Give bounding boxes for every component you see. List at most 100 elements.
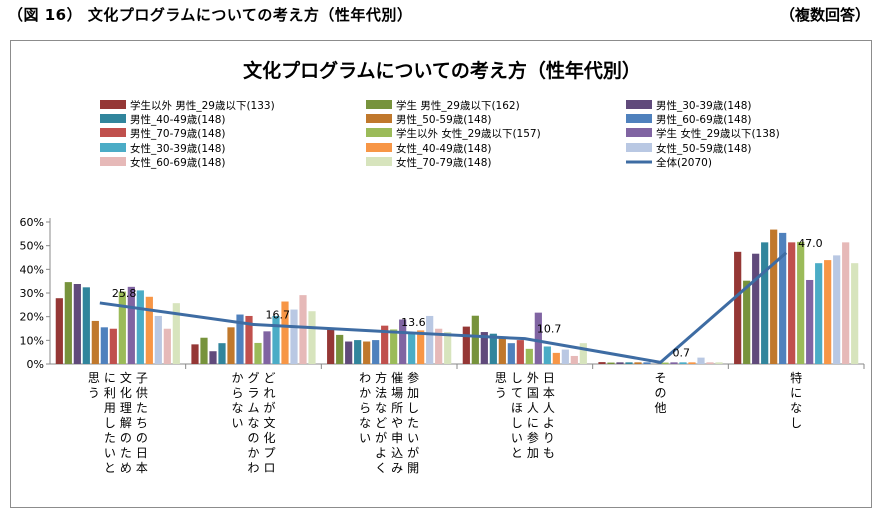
y-tick-label: 0% xyxy=(27,358,44,371)
legend-label: 男性_40-49歳(148) xyxy=(130,113,226,126)
bar xyxy=(471,315,479,364)
legend-swatch xyxy=(366,128,392,137)
bar xyxy=(752,253,760,364)
category-label: に利用したいと xyxy=(104,371,116,475)
category-label-char: 特 xyxy=(790,370,802,385)
bar xyxy=(327,328,335,364)
bar xyxy=(833,255,841,364)
legend-swatch xyxy=(626,114,652,123)
figure-note: （複数回答） xyxy=(779,6,870,24)
category-label-char: し xyxy=(407,401,419,415)
bar xyxy=(607,362,615,364)
category-label-char: ど xyxy=(375,416,387,430)
bar xyxy=(154,315,162,364)
bar xyxy=(109,328,117,364)
bar xyxy=(598,362,606,364)
category-label-char: が xyxy=(407,445,419,460)
bar xyxy=(570,355,578,364)
category-label-char: い xyxy=(359,431,371,445)
category-label-char: 供 xyxy=(136,386,148,400)
category-label-char: か xyxy=(247,446,259,460)
category-label-char: よ xyxy=(543,416,555,430)
bar xyxy=(561,349,569,364)
bar xyxy=(290,309,298,364)
bar xyxy=(625,362,633,364)
bar xyxy=(697,357,705,364)
legend-swatch xyxy=(626,143,652,152)
category-label-char: ら xyxy=(359,401,371,415)
bar xyxy=(824,260,832,364)
category-label-char: い xyxy=(104,446,116,460)
bar xyxy=(354,340,362,364)
bar xyxy=(715,362,723,364)
category-label-char: と xyxy=(104,461,116,475)
category-label-char: た xyxy=(120,446,132,460)
bar xyxy=(163,328,171,364)
category-label: グラムなのかわ xyxy=(247,371,259,475)
legend-label: 学生以外 女性_29歳以下(157) xyxy=(396,127,541,140)
category-label-char: グ xyxy=(247,371,259,385)
category-label-char: 日 xyxy=(136,446,148,460)
category-label-char: し xyxy=(790,416,802,430)
legend-swatch xyxy=(366,100,392,109)
category-label: からない xyxy=(231,371,243,430)
bars xyxy=(55,229,865,369)
data-label: 0.7 xyxy=(673,346,691,359)
category-label-char: 理 xyxy=(120,401,132,415)
category-label-char: 人 xyxy=(543,401,555,415)
chart-frame xyxy=(10,40,872,508)
bar xyxy=(779,232,787,364)
category-label-char: な xyxy=(359,416,371,430)
bar xyxy=(444,332,452,364)
bar xyxy=(806,279,814,364)
bar xyxy=(172,303,180,364)
category-label-char: ロ xyxy=(263,461,275,475)
bar xyxy=(64,282,72,364)
bar xyxy=(761,242,769,364)
bar xyxy=(209,351,217,364)
bar xyxy=(272,315,280,364)
category-label-char: う xyxy=(88,386,100,400)
category-label-char: わ xyxy=(247,461,259,475)
legend-label: 女性_40-49歳(148) xyxy=(396,142,492,155)
category-label-char: 思 xyxy=(88,371,100,385)
category-label-char: ラ xyxy=(247,386,259,400)
bar xyxy=(227,327,235,364)
category-label-char: れ xyxy=(263,386,275,400)
bar xyxy=(218,343,226,364)
bar xyxy=(55,298,63,364)
category-label-char: 場 xyxy=(391,386,403,400)
bar xyxy=(281,301,289,364)
bar xyxy=(91,320,99,364)
category-label-char: 申 xyxy=(391,431,403,445)
category-label-char: 本 xyxy=(136,461,148,475)
bar xyxy=(498,336,506,364)
bar xyxy=(534,312,542,364)
bar xyxy=(435,328,443,364)
bar xyxy=(245,315,253,364)
category-label-char: と xyxy=(511,446,523,460)
category-label-char: た xyxy=(407,416,419,430)
bar xyxy=(363,341,371,364)
category-label-char: 文 xyxy=(263,415,275,430)
bar xyxy=(480,332,488,364)
category-label-char: い xyxy=(231,416,243,430)
category-label-char: 文 xyxy=(120,370,132,385)
legend-label: 学生以外 男性_29歳以下(133) xyxy=(130,99,275,112)
legend-label: 女性_30-39歳(148) xyxy=(130,142,226,155)
category-label: わからない xyxy=(359,371,371,445)
category-label-char: そ xyxy=(654,371,666,385)
legend-label: 学生 男性_29歳以下(162) xyxy=(396,99,520,112)
category-label-char: な xyxy=(375,401,387,415)
data-label: 13.6 xyxy=(401,316,426,329)
category-label-char: し xyxy=(104,416,116,430)
category-label-char: の xyxy=(136,431,148,445)
bar xyxy=(236,314,244,364)
category-label-char: 人 xyxy=(527,401,539,415)
category-label-char: 開 xyxy=(407,461,419,475)
category-label-char: 催 xyxy=(391,371,403,385)
bar xyxy=(417,330,425,364)
legend-label: 女性_50-59歳(148) xyxy=(656,142,752,155)
category-label-char: め xyxy=(120,461,132,475)
bar xyxy=(525,348,533,364)
